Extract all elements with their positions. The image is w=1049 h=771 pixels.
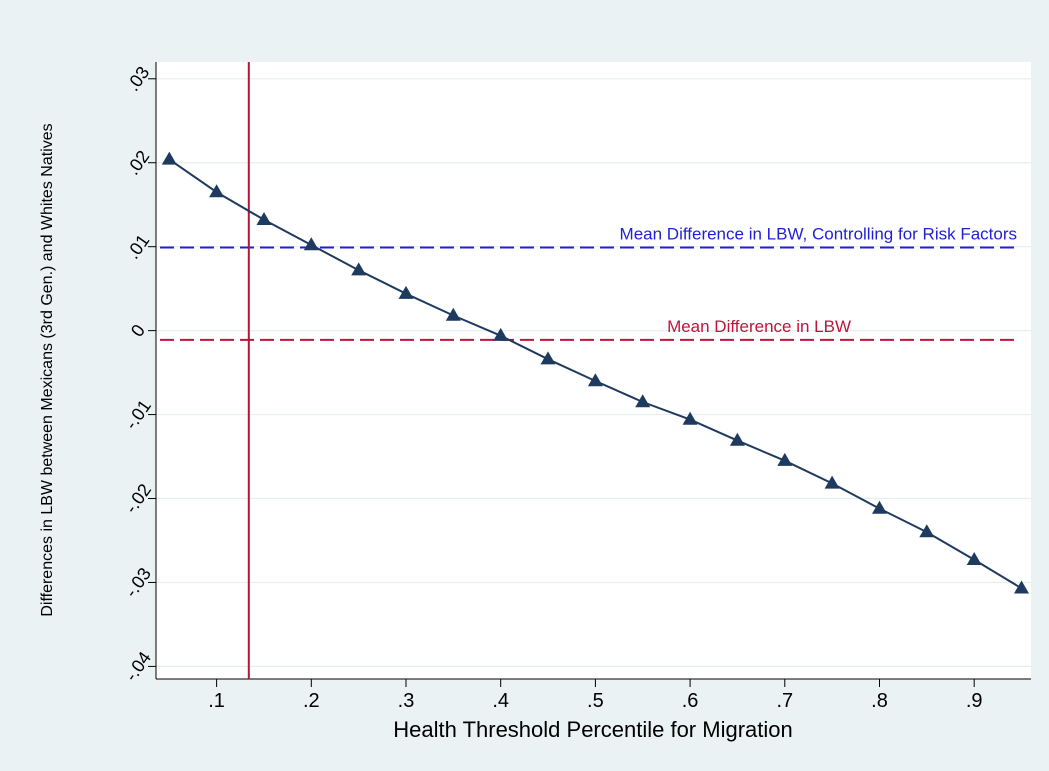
data-point-triangle: [682, 411, 698, 425]
data-point-triangle: [303, 237, 319, 251]
data-point-triangle: [351, 262, 367, 276]
data-point-triangle: [445, 307, 461, 321]
data-series: [161, 151, 1029, 594]
y-tick-label: .03: [123, 63, 154, 95]
x-tick-label: .2: [303, 690, 320, 712]
data-point-triangle: [729, 432, 745, 446]
data-point-triangle: [966, 552, 982, 565]
y-tick-label: .02: [123, 147, 154, 179]
x-tick-label: .4: [492, 690, 509, 712]
y-tick-label: -.04: [121, 648, 155, 685]
data-point-triangle: [635, 394, 651, 408]
reference-line-label: Mean Difference in LBW, Controlling for …: [620, 225, 1017, 244]
x-tick-label: .8: [871, 690, 888, 712]
x-axis-ticks: .1 .2 .3 .4 .5 .6 .7 .8 .9: [208, 679, 983, 712]
data-point-triangle: [872, 500, 887, 514]
data-point-triangle: [209, 184, 225, 198]
plot-area: [156, 62, 1031, 679]
data-point-triangle: [777, 452, 793, 466]
x-tick-label: .7: [776, 690, 793, 712]
y-tick-label: 0: [127, 321, 149, 341]
data-point-triangle: [919, 524, 935, 538]
x-tick-label: .1: [208, 690, 225, 712]
y-tick-label: -.03: [121, 564, 155, 601]
y-tick-label: -.01: [121, 396, 155, 433]
x-tick-label: .5: [587, 690, 604, 712]
data-point-triangle: [256, 212, 272, 225]
data-point-triangle: [540, 351, 556, 365]
data-point-triangle: [161, 151, 177, 165]
x-tick-label: .3: [398, 690, 415, 712]
data-point-triangle: [493, 327, 509, 341]
y-tick-label: .01: [123, 231, 154, 263]
reference-line-label: Mean Difference in LBW: [667, 317, 851, 336]
data-point-triangle: [587, 373, 603, 387]
data-point-triangle: [398, 285, 414, 299]
y-axis-ticks: -.04 -.03 -.02 -.01 0 .01 .02 .03: [121, 63, 156, 685]
data-point-triangle: [824, 475, 840, 489]
y-axis-title: Differences in LBW between Mexicans (3rd…: [39, 123, 56, 616]
y-tick-label: -.02: [121, 480, 155, 517]
reference-lines: Mean Difference in LBW, Controlling for …: [160, 62, 1019, 679]
x-axis-title: Health Threshold Percentile for Migratio…: [393, 717, 792, 742]
data-point-triangle: [1014, 580, 1029, 594]
x-tick-label: .6: [682, 690, 699, 712]
x-tick-label: .9: [966, 690, 983, 712]
